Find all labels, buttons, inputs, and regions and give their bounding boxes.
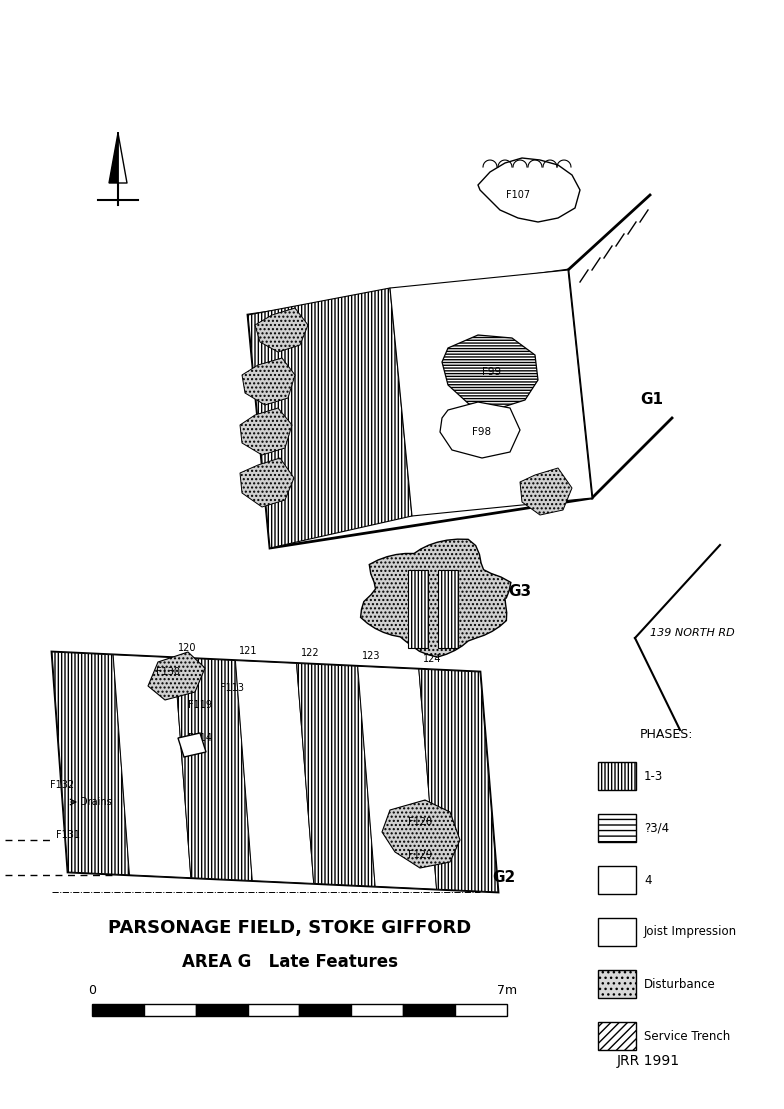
- Polygon shape: [390, 269, 592, 516]
- Text: F119: F119: [188, 700, 212, 710]
- Text: 7m: 7m: [497, 984, 517, 997]
- Polygon shape: [242, 358, 295, 405]
- Polygon shape: [255, 308, 308, 352]
- Text: F107: F107: [506, 190, 530, 200]
- Polygon shape: [235, 661, 314, 884]
- Bar: [144, 1004, 196, 1016]
- Text: F132: F132: [50, 780, 74, 790]
- Text: PHASES:: PHASES:: [640, 728, 694, 741]
- Polygon shape: [178, 733, 206, 757]
- Text: 139 NORTH RD: 139 NORTH RD: [650, 628, 735, 638]
- Polygon shape: [442, 335, 538, 408]
- Polygon shape: [296, 663, 375, 886]
- Text: 1-3: 1-3: [644, 770, 663, 783]
- Text: F128: F128: [408, 817, 432, 827]
- Text: Service Trench: Service Trench: [644, 1029, 730, 1042]
- Text: PARSONAGE FIELD, STOKE GIFFORD: PARSONAGE FIELD, STOKE GIFFORD: [108, 919, 472, 937]
- Polygon shape: [440, 401, 520, 458]
- Polygon shape: [113, 654, 191, 877]
- Text: G3: G3: [508, 584, 531, 600]
- Bar: [351, 1004, 403, 1016]
- Text: F114: F114: [188, 733, 212, 743]
- Text: F113: F113: [220, 683, 244, 693]
- Bar: [598, 762, 636, 790]
- Text: G1: G1: [640, 393, 663, 407]
- Polygon shape: [382, 800, 460, 868]
- Text: 121: 121: [239, 645, 258, 655]
- Text: 123: 123: [361, 651, 380, 661]
- Bar: [598, 970, 636, 998]
- Text: F130: F130: [156, 667, 180, 676]
- Text: F99: F99: [482, 367, 502, 377]
- Text: 122: 122: [300, 649, 319, 659]
- Polygon shape: [148, 652, 205, 700]
- Text: AREA G   Late Features: AREA G Late Features: [182, 953, 398, 971]
- Polygon shape: [52, 652, 498, 892]
- Polygon shape: [361, 539, 511, 658]
- Polygon shape: [109, 133, 118, 183]
- Polygon shape: [419, 669, 498, 892]
- Polygon shape: [248, 269, 592, 548]
- Text: 124: 124: [423, 654, 441, 664]
- Text: Drains: Drains: [80, 797, 112, 807]
- Polygon shape: [240, 458, 294, 507]
- Polygon shape: [408, 570, 428, 648]
- Text: G2: G2: [492, 871, 515, 885]
- Text: 120: 120: [178, 643, 197, 653]
- Text: Joist Impression: Joist Impression: [644, 926, 737, 938]
- Polygon shape: [438, 570, 458, 648]
- Bar: [92, 1004, 144, 1016]
- Polygon shape: [174, 658, 252, 881]
- Polygon shape: [52, 652, 129, 875]
- Text: ?3/4: ?3/4: [644, 822, 669, 834]
- Bar: [456, 1004, 507, 1016]
- Text: Disturbance: Disturbance: [644, 977, 716, 990]
- Bar: [598, 866, 636, 894]
- Bar: [299, 1004, 351, 1016]
- Text: F131: F131: [56, 830, 80, 840]
- Text: 4: 4: [644, 874, 652, 886]
- Text: F129: F129: [408, 849, 432, 859]
- Polygon shape: [520, 468, 572, 515]
- Bar: [598, 918, 636, 946]
- Bar: [196, 1004, 248, 1016]
- Text: JRR 1991: JRR 1991: [616, 1054, 680, 1068]
- Polygon shape: [358, 667, 437, 889]
- Bar: [403, 1004, 456, 1016]
- Polygon shape: [240, 408, 292, 455]
- Text: F98: F98: [473, 427, 492, 437]
- Bar: [598, 1022, 636, 1050]
- Bar: [598, 814, 636, 842]
- Text: 0: 0: [88, 984, 96, 997]
- Bar: [248, 1004, 299, 1016]
- Polygon shape: [478, 157, 580, 222]
- Polygon shape: [248, 288, 412, 548]
